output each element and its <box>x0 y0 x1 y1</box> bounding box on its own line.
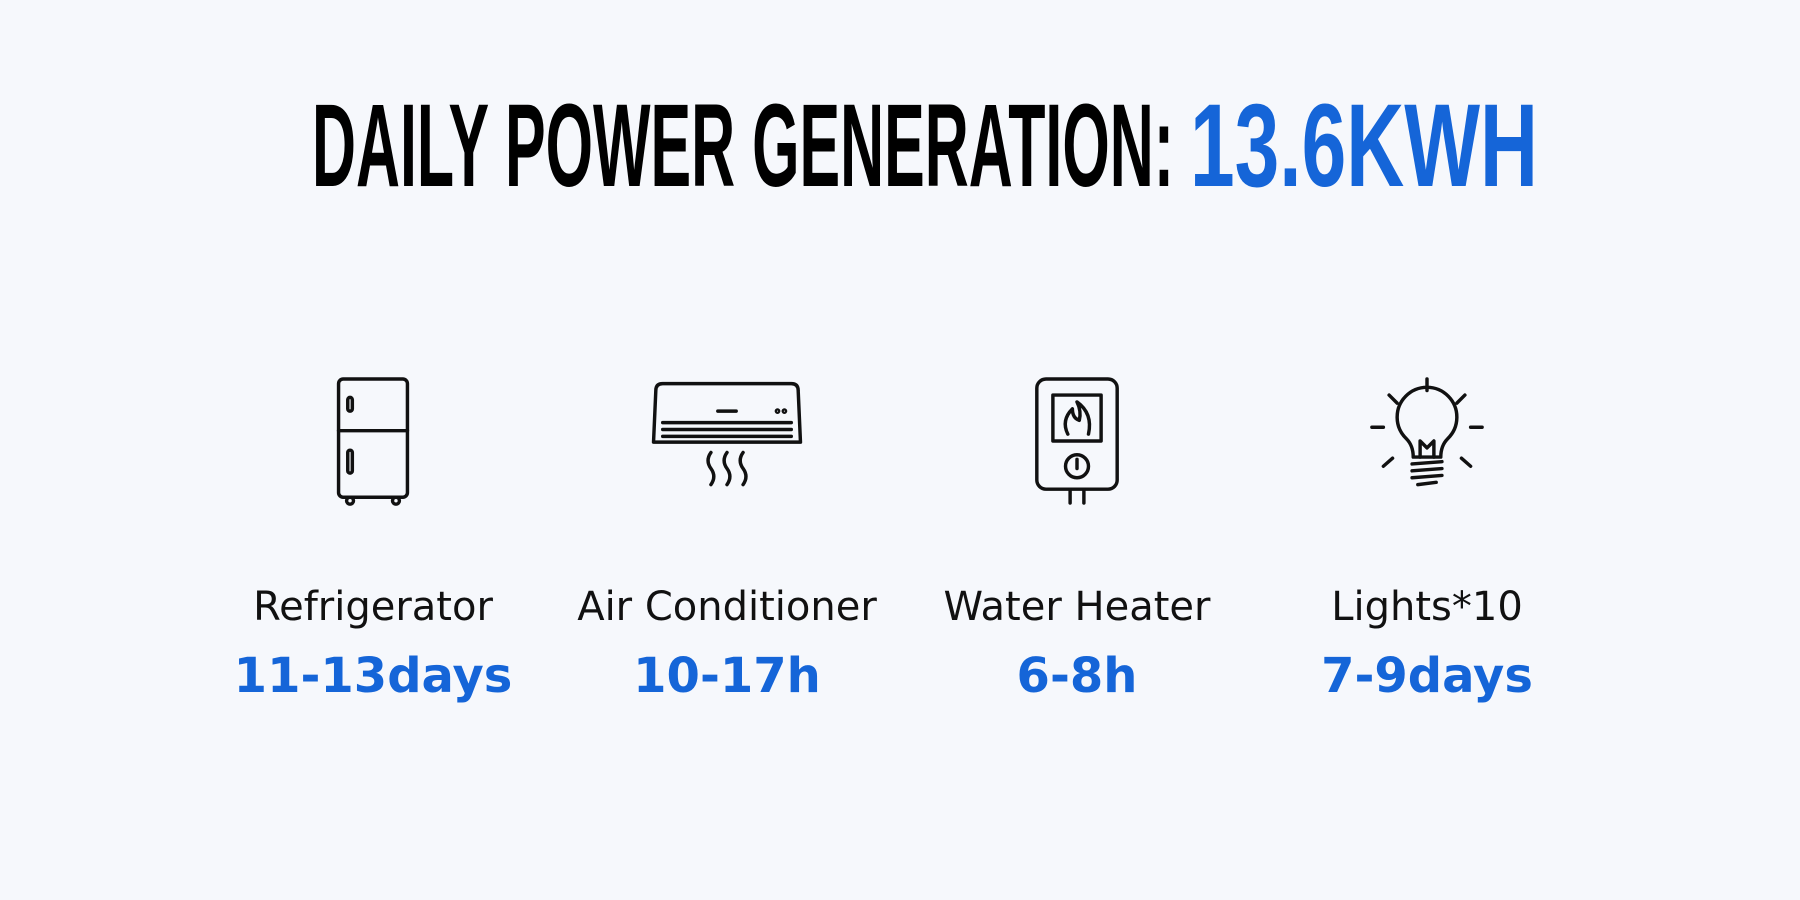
item-runtime: 10-17h <box>633 648 821 704</box>
item-name: Water Heater <box>944 584 1211 630</box>
item-runtime: 6-8h <box>1017 648 1138 704</box>
air-conditioner-icon <box>651 381 803 487</box>
water-heater-icon <box>1035 377 1119 505</box>
title-value: 13.6KWH <box>1190 80 1538 212</box>
item-name: Lights*10 <box>1331 584 1523 630</box>
refrigerator-icon <box>336 377 410 506</box>
item-runtime: 11-13days <box>234 648 513 704</box>
item-name: Air Conditioner <box>577 584 877 630</box>
item-runtime: 7-9days <box>1321 648 1533 704</box>
item-name: Refrigerator <box>253 584 493 630</box>
title: DAILY POWER GENERATION: <box>312 80 1174 212</box>
bulb-icon <box>1370 377 1484 487</box>
